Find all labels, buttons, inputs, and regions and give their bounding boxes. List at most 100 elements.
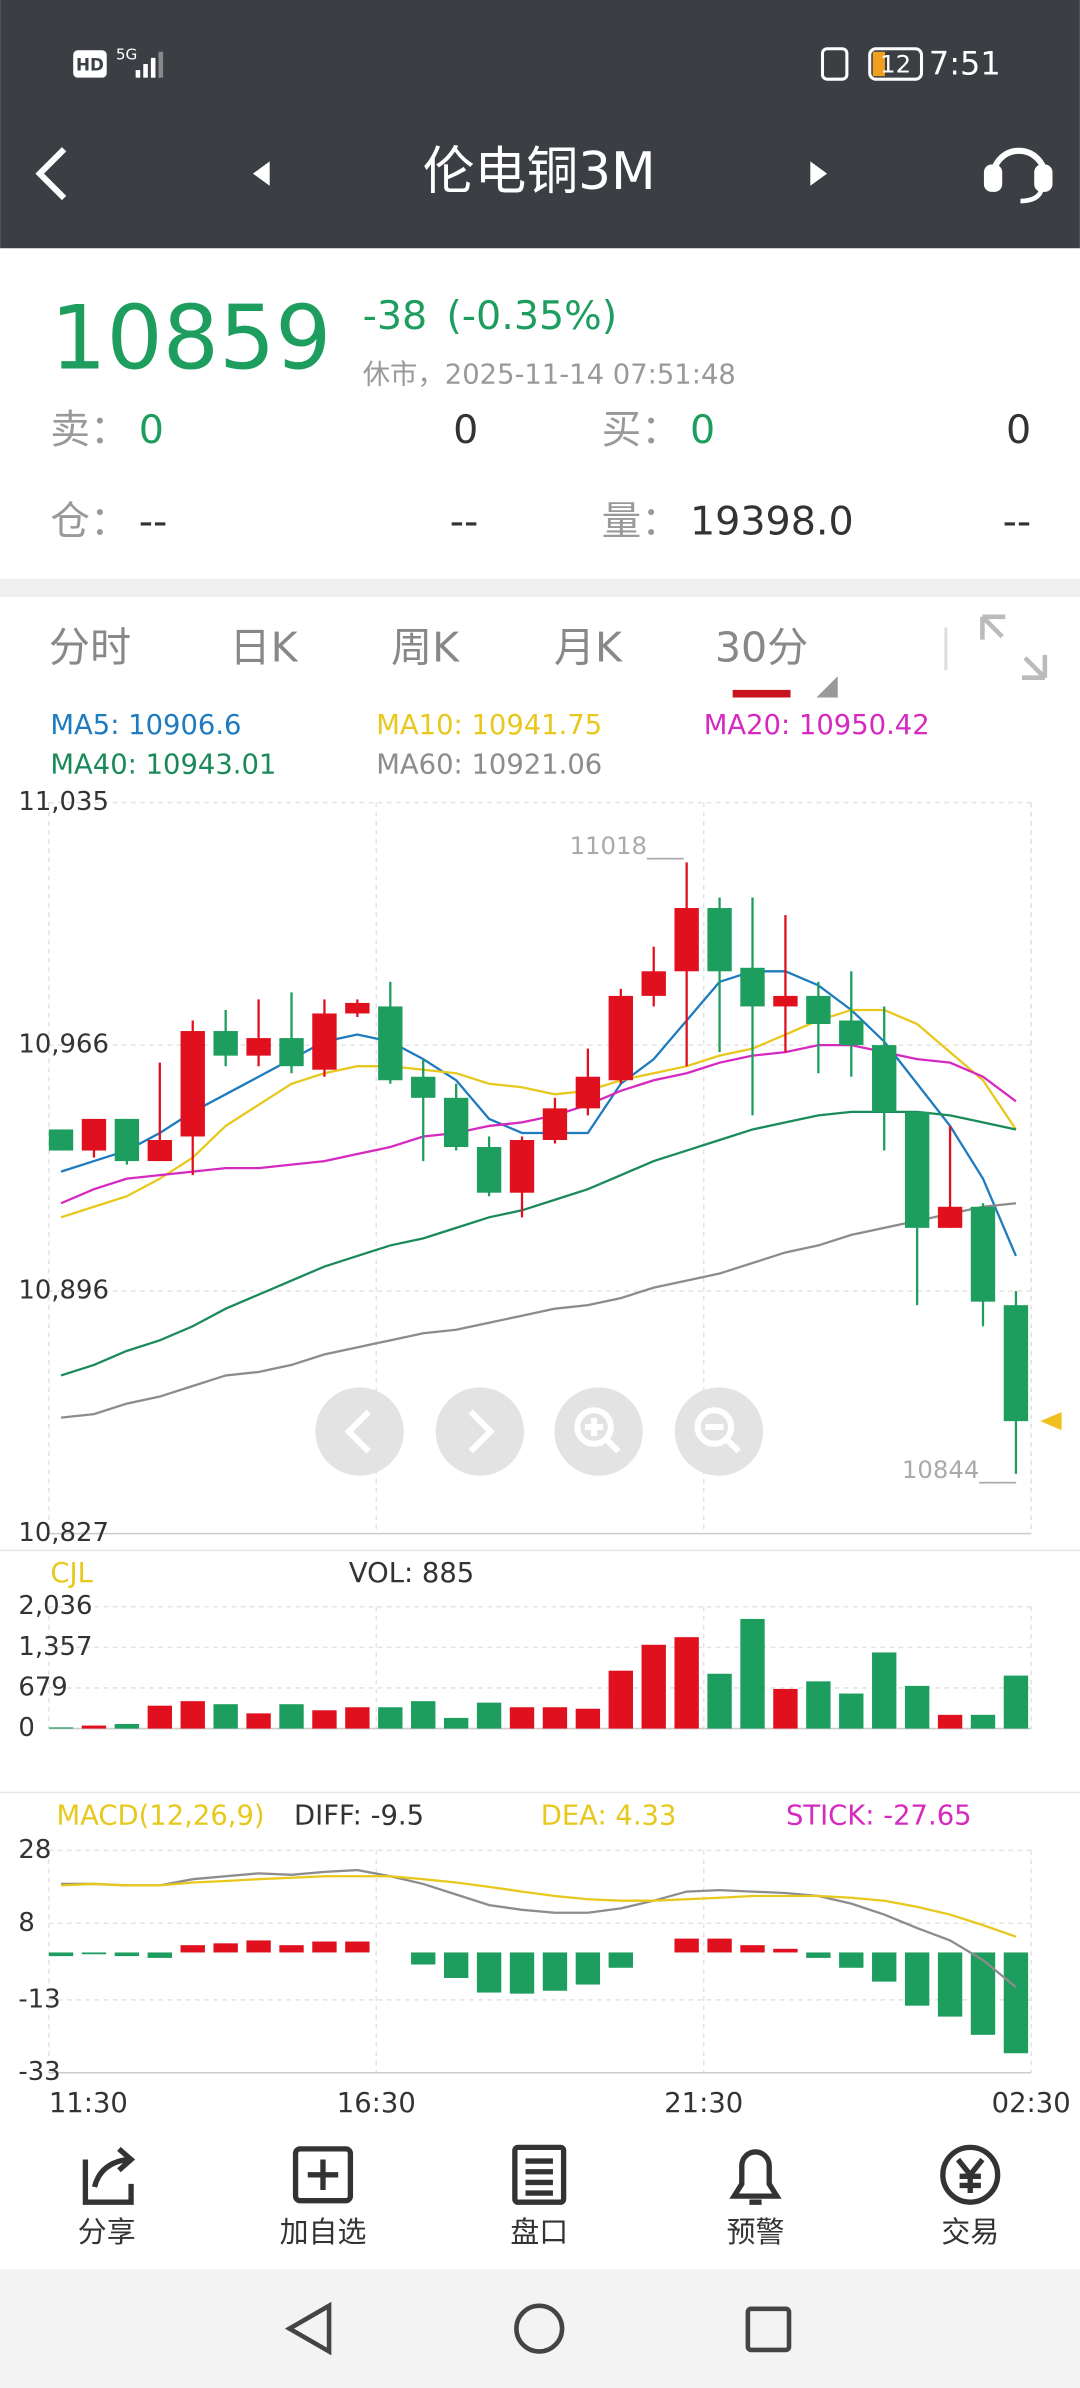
ma-line [60,1110,1017,1377]
candle-body [904,1111,930,1228]
book-icon[interactable] [512,2144,567,2205]
y-tick-label: 10,966 [18,1030,109,1060]
candle-body [279,1038,304,1067]
y-tick-label: -33 [18,2057,60,2087]
hd-text: HD [76,54,104,74]
candle-body [411,1076,436,1098]
macd-bar [542,1952,568,1991]
network: 5G [116,45,137,63]
zoom-out[interactable] [674,1387,764,1476]
candle-body [246,1038,271,1056]
volume-bar [411,1701,436,1729]
zoom-in[interactable] [554,1387,643,1476]
volume-bar [641,1644,666,1729]
volume-bar [476,1702,502,1729]
alert-icon[interactable] [729,2149,782,2205]
toolbar-label[interactable]: 加自选 [280,2215,367,2249]
add-icon[interactable] [292,2146,354,2204]
y-tick-label: 1,357 [18,1632,92,1662]
macd-bar [937,1952,963,2017]
time-label: 21:30 [664,2088,743,2119]
y-tick-label: 2,036 [18,1591,92,1621]
macd-bar [674,1938,699,1953]
price-marker [1040,1412,1062,1431]
change-pct: (-0.35%) [446,293,617,339]
toolbar-label[interactable]: 分享 [78,2215,136,2249]
macd-bar [312,1941,337,1953]
back-button[interactable] [35,147,67,201]
macd-bar [476,1952,502,1993]
ma-legend: MA40: 10943.01 [50,750,276,781]
macd-legend: MACD(12,26,9) [56,1800,264,1831]
volume-bar [180,1701,205,1729]
battery-text: 12 [880,49,911,78]
service-button[interactable] [983,147,1053,204]
period-dropdown[interactable] [816,676,838,698]
battery-icon [868,47,924,81]
scroll-right[interactable] [435,1387,525,1476]
nav-back[interactable] [284,2301,332,2356]
volume-bar [872,1652,897,1729]
tab-indicator [732,689,791,698]
volume-bar [279,1704,304,1729]
macd-bar [773,1948,798,1953]
next-button[interactable] [810,161,828,186]
quote-field: 0 [453,407,478,453]
candle-body [81,1118,107,1151]
candle-body [937,1206,963,1228]
candle-body [114,1118,140,1162]
quote-field: 0 [1006,407,1031,453]
share-icon[interactable] [82,2146,136,2205]
y-tick-label: 0 [18,1713,34,1743]
hd-icon [73,50,107,78]
macd-bar [839,1952,864,1968]
volume-bar [937,1714,963,1729]
macd-legend: DEA: 4.33 [541,1800,677,1831]
quote-field: 0 [139,407,164,453]
toolbar-label[interactable]: 预警 [727,2215,785,2249]
prev-button[interactable] [252,161,270,186]
volume-bar [970,1714,996,1729]
time-label: 02:30 [992,2088,1071,2119]
chart-controls [315,1387,764,1476]
nav-bar [0,2269,1080,2388]
quote-field: -- [450,498,479,544]
macd-bar [509,1952,535,1994]
scroll-left[interactable] [315,1387,404,1476]
nav-home[interactable] [514,2303,565,2354]
macd-bar [970,1952,996,2035]
toolbar-label[interactable]: 交易 [941,2215,999,2249]
tab[interactable]: 分时 [49,623,131,671]
candle-body [345,1002,370,1014]
toolbar-label[interactable]: 盘口 [510,2215,568,2249]
trade-icon[interactable] [940,2144,1001,2205]
volume-value: VOL: 885 [349,1558,474,1589]
macd-legend: DIFF: -9.5 [294,1800,424,1831]
macd-bar [707,1938,732,1953]
candle-body [509,1139,535,1193]
candle-body [740,967,765,1007]
nav-recent[interactable] [745,2306,792,2353]
candle-body [48,1129,74,1151]
tab[interactable]: 30分 [715,623,808,671]
y-tick-label: -13 [18,1984,60,2014]
ma-line [60,970,1017,1257]
fullscreen-button[interactable] [980,614,1048,681]
tab[interactable]: 周K [391,623,460,671]
ma-line [60,1043,1017,1205]
macd-bar [48,1952,74,1957]
volume-bar [213,1704,238,1729]
tab[interactable]: 月K [554,623,623,671]
volume-bar [345,1707,370,1729]
macd-bar [1003,1952,1029,2054]
time-label: 11:30 [49,2088,128,2119]
quote-field: -- [139,498,168,544]
y-tick-label: 8 [18,1908,34,1938]
last-price: 10859 [50,287,331,390]
macd-bar [872,1952,897,1982]
market-status: 休市，2025-11-14 07:51:48 [363,360,736,391]
battery-level [872,51,885,77]
volume-bar [509,1707,535,1729]
tab[interactable]: 日K [230,623,299,671]
candle-body [641,971,666,996]
